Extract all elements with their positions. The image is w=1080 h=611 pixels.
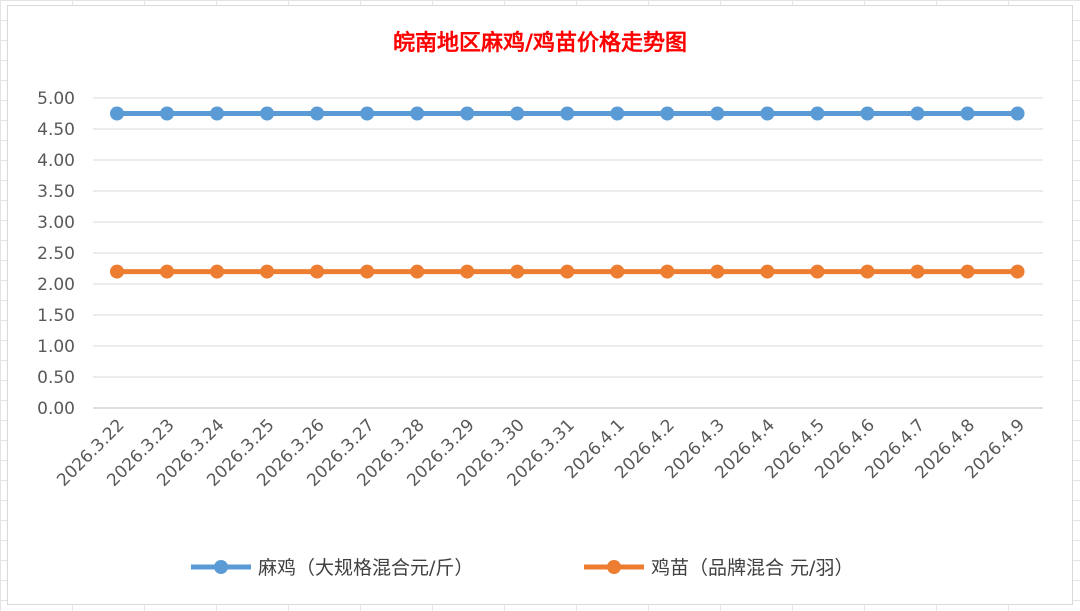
data-point — [310, 106, 325, 121]
data-point — [960, 106, 975, 121]
y-tick-label: 2.00 — [37, 275, 75, 295]
data-point — [660, 106, 675, 121]
data-point — [160, 264, 175, 279]
y-tick-label: 4.50 — [37, 120, 75, 140]
y-tick-label: 3.00 — [37, 213, 75, 233]
y-tick-label: 4.00 — [37, 151, 75, 171]
data-point — [410, 264, 425, 279]
y-tick-label: 0.50 — [37, 368, 75, 388]
data-point — [910, 264, 925, 279]
y-tick-label: 1.50 — [37, 306, 75, 326]
legend-label-2: 鸡苗（品牌混合 元/羽） — [651, 557, 853, 579]
data-point — [860, 106, 875, 121]
data-point — [510, 264, 525, 279]
data-point — [1010, 106, 1025, 121]
legend-label-1: 麻鸡（大规格混合元/斤） — [258, 557, 473, 579]
data-point — [310, 264, 325, 279]
y-tick-label: 1.00 — [37, 337, 75, 357]
data-point — [760, 106, 775, 121]
data-point — [960, 264, 975, 279]
data-point — [210, 106, 225, 121]
data-point — [110, 106, 124, 121]
legend-marker-2 — [607, 560, 621, 574]
data-point — [510, 106, 525, 121]
y-tick-label: 0.00 — [37, 399, 75, 419]
legend-marker-1 — [214, 560, 228, 574]
data-point — [360, 106, 375, 121]
data-point — [610, 106, 625, 121]
data-point — [110, 264, 124, 279]
y-tick-label: 3.50 — [37, 182, 75, 202]
line-chart: 皖南地区麻鸡/鸡苗价格走势图 0.00 0.50 1.00 1.50 2.00 2.50 3… — [37, 30, 1043, 579]
data-point — [710, 264, 725, 279]
data-point — [160, 106, 175, 121]
data-point — [810, 106, 825, 121]
data-point — [910, 106, 925, 121]
y-tick-label: 5.00 — [37, 89, 75, 109]
data-point — [360, 264, 375, 279]
data-point — [260, 106, 275, 121]
data-point — [410, 106, 425, 121]
data-point — [210, 264, 225, 279]
y-tick-label: 2.50 — [37, 244, 75, 264]
data-point — [460, 106, 475, 121]
data-point — [260, 264, 275, 279]
data-point — [710, 106, 725, 121]
data-point — [660, 264, 675, 279]
data-point — [560, 264, 575, 279]
data-point — [860, 264, 875, 279]
data-point — [760, 264, 775, 279]
data-point — [610, 264, 625, 279]
chart-area[interactable]: 皖南地区麻鸡/鸡苗价格走势图 0.00 0.50 1.00 1.50 2.00 2.50 3… — [7, 5, 1073, 605]
chart-title: 皖南地区麻鸡/鸡苗价格走势图 — [393, 30, 687, 56]
data-point — [810, 264, 825, 279]
data-point — [1010, 264, 1025, 279]
data-point — [560, 106, 575, 121]
data-point — [460, 264, 475, 279]
